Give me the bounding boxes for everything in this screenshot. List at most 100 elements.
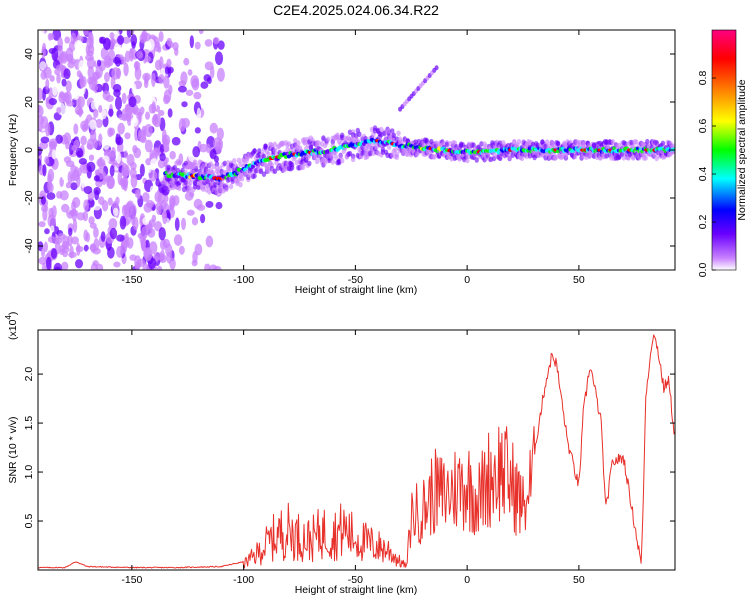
spectrogram-cell bbox=[177, 185, 182, 192]
spectrogram-cell bbox=[139, 106, 145, 115]
spectrogram-cell bbox=[38, 146, 43, 156]
spectrogram-cell bbox=[142, 216, 150, 225]
spectrogram-cell bbox=[555, 140, 561, 147]
spectrogram-cell bbox=[70, 32, 77, 45]
spectrogram-cell bbox=[38, 104, 44, 118]
spectrogram-cell bbox=[43, 66, 52, 79]
colorbar-tick-label: 0.2 bbox=[697, 215, 709, 230]
spectrogram-cell bbox=[126, 237, 134, 249]
spectrogram-cell bbox=[164, 195, 169, 203]
spectrogram-cell bbox=[70, 182, 78, 191]
spectrogram-cell bbox=[159, 254, 167, 264]
spectrogram-cell bbox=[56, 64, 65, 71]
spectrogram-cell bbox=[321, 135, 326, 141]
spectrogram-cell bbox=[46, 192, 56, 200]
spectrogram-cell bbox=[168, 203, 174, 211]
spectrogram-cell bbox=[157, 158, 166, 169]
spectrogram-cell bbox=[163, 161, 168, 168]
spectrogram-cell bbox=[623, 141, 628, 147]
spectrogram-cell bbox=[147, 38, 155, 51]
spectrogram-cell bbox=[121, 163, 129, 178]
spectrogram-cell bbox=[144, 111, 151, 120]
spectrogram-cell bbox=[40, 247, 46, 258]
spectrogram-cell bbox=[158, 74, 165, 85]
spectrogram-cell bbox=[141, 226, 149, 239]
spectrogram-cell bbox=[65, 140, 70, 150]
spectrogram-cell bbox=[258, 168, 264, 175]
spectrogram-cell bbox=[136, 258, 146, 268]
spectrogram-cell bbox=[163, 185, 168, 191]
spectrogram-cell bbox=[89, 119, 97, 130]
spectrogram-cell bbox=[101, 135, 111, 150]
spectrogram-panel: -150 -100 -50 0 50 -40 -20 0 20 40 Height of str… bbox=[7, 29, 676, 296]
spectrogram-cell bbox=[336, 158, 342, 164]
spectrogram-cell bbox=[112, 56, 121, 65]
spectrogram-y-tick-label: 20 bbox=[23, 96, 35, 108]
spectrogram-cell bbox=[40, 30, 45, 41]
spectrogram-cell bbox=[289, 161, 295, 168]
spectrogram-cell bbox=[75, 259, 84, 269]
spectrogram-cell bbox=[82, 210, 89, 222]
spectrogram-cell bbox=[87, 198, 95, 208]
snr-x-axis-label: Height of straight line (km) bbox=[295, 584, 418, 596]
spectrogram-cell bbox=[117, 171, 123, 186]
spectrogram-cell bbox=[87, 32, 93, 41]
colorbar: 0.0 0.2 0.4 0.6 0.8 Normalized spectral ampl… bbox=[697, 29, 748, 277]
spectrogram-cell bbox=[104, 72, 110, 83]
spectrogram-cell bbox=[83, 244, 89, 252]
spectrogram-cell bbox=[107, 127, 113, 138]
spectrogram-cell bbox=[61, 78, 67, 87]
spectrogram-cell bbox=[193, 91, 202, 100]
spectrogram-cell bbox=[174, 217, 180, 231]
spectrogram-cell bbox=[115, 196, 120, 206]
spectrogram-cell bbox=[47, 180, 53, 192]
spectrogram-cell bbox=[74, 105, 83, 116]
spectrogram-cell bbox=[460, 141, 465, 148]
spectrogram-cell bbox=[116, 246, 124, 258]
spectrogram-cell bbox=[140, 136, 147, 144]
spectrogram-cell bbox=[512, 139, 517, 145]
spectrogram-cell bbox=[164, 66, 170, 75]
spectrogram-cell bbox=[114, 96, 123, 111]
spectrogram-cell bbox=[165, 243, 173, 257]
spectrogram-cell bbox=[185, 89, 194, 96]
spectrogram-cell bbox=[49, 75, 55, 82]
spectrogram-cell bbox=[57, 37, 64, 50]
spectrogram-cell bbox=[65, 182, 71, 189]
spectrogram-cell bbox=[106, 175, 116, 190]
spectrogram-cell bbox=[78, 60, 85, 72]
spectrogram-cell bbox=[330, 159, 336, 165]
spectrogram-cell bbox=[130, 161, 137, 171]
spectrogram-cell bbox=[350, 156, 356, 163]
snr-x-tick-label: 0 bbox=[464, 574, 470, 586]
spectrogram-cell bbox=[224, 186, 229, 192]
spectrogram-cell bbox=[84, 118, 89, 131]
spectrogram-cell bbox=[474, 157, 479, 163]
spectrogram-cell bbox=[169, 179, 174, 186]
spectrogram-cell bbox=[191, 78, 200, 91]
spectrogram-cell bbox=[131, 83, 137, 95]
spectrogram-cell bbox=[112, 83, 122, 93]
spectrogram-cell bbox=[434, 65, 439, 71]
spectrogram-cell bbox=[544, 139, 550, 145]
spectrogram-cell bbox=[272, 168, 278, 175]
spectrogram-cell bbox=[100, 47, 109, 60]
spectrogram-cell bbox=[121, 56, 127, 65]
snr-y-tick-label: 1.0 bbox=[23, 465, 35, 480]
spectrogram-x-tick-label: -50 bbox=[348, 274, 363, 286]
spectrogram-cell bbox=[87, 66, 95, 80]
spectrogram-cell bbox=[134, 66, 142, 81]
spectrogram-x-ticks: -150 -100 -50 0 50 bbox=[121, 30, 585, 286]
chart-title: C2E4.2025.024.06.34.R22 bbox=[273, 2, 439, 18]
snr-x-tick-label: 50 bbox=[573, 574, 585, 586]
spectrogram-cell bbox=[208, 167, 213, 173]
spectrogram-cell bbox=[115, 67, 122, 79]
spectrogram-cell bbox=[38, 256, 48, 265]
spectrogram-cell bbox=[101, 200, 109, 212]
spectrogram-cell bbox=[78, 158, 88, 165]
spectrogram-cell bbox=[274, 160, 279, 166]
spectrogram-cell bbox=[152, 147, 162, 155]
spectrogram-cell bbox=[128, 96, 137, 108]
spectrogram-cell bbox=[204, 263, 211, 270]
spectrogram-cell bbox=[216, 67, 225, 82]
